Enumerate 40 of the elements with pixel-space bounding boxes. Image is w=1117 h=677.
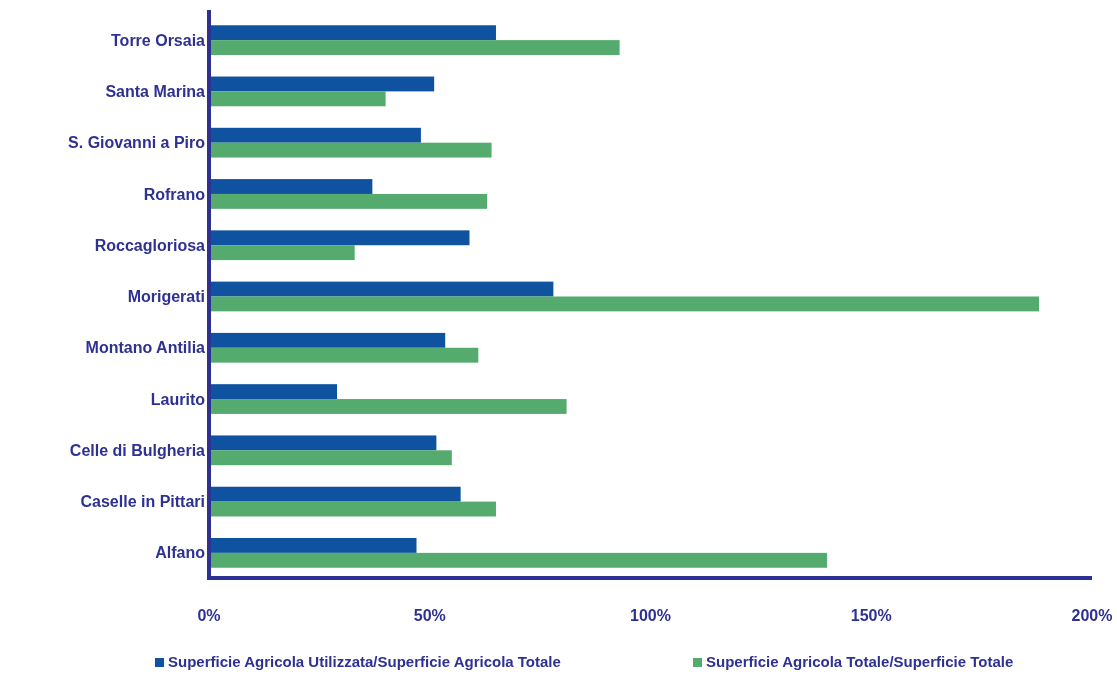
y-tick-label: Santa Marina [105,83,206,100]
bar [209,179,373,194]
x-tick-label: 150% [850,607,892,624]
y-tick-label: S. Giovanni a Piro [68,134,206,152]
bar [209,501,496,517]
bar [209,399,567,414]
x-tick-label: 50% [413,607,446,624]
y-tick-label: Montano Antilia [85,339,206,357]
y-tick-label: Torre Orsaia [111,31,206,49]
y-tick-label: Caselle in Pittari [80,493,205,511]
bar [209,538,417,553]
legend-label: Superficie Agricola Utilizzata/Superficie Agricola Totale [168,653,561,670]
y-tick-label: Celle di Bulgheria [69,441,206,459]
bar [209,76,435,92]
bar [209,347,479,363]
x-tick-label: 0% [197,607,221,624]
bar [209,91,386,107]
legend-label: Superficie Agricola Totale/Superficie Totale [706,653,1014,670]
bar [209,40,620,55]
y-tick-label: Rofrano [143,185,206,203]
bar [209,384,338,400]
bar [209,332,446,348]
bar [209,486,461,502]
y-tick-label: Laurito [150,390,206,408]
bar [209,552,828,568]
bar [209,230,470,246]
y-tick-label: Roccagloriosa [94,236,206,254]
bar [209,127,421,143]
bar [209,450,452,466]
y-tick-label: Morigerati [127,288,205,306]
bar [209,281,554,297]
x-tick-label: 200% [1071,607,1113,624]
y-tick-label: Alfano [155,544,206,562]
bar [209,25,496,41]
bar [209,245,355,261]
bar [209,435,437,451]
x-tick-label: 100% [630,607,671,624]
bar [209,142,492,158]
bar [209,193,488,209]
bar [209,296,1040,312]
